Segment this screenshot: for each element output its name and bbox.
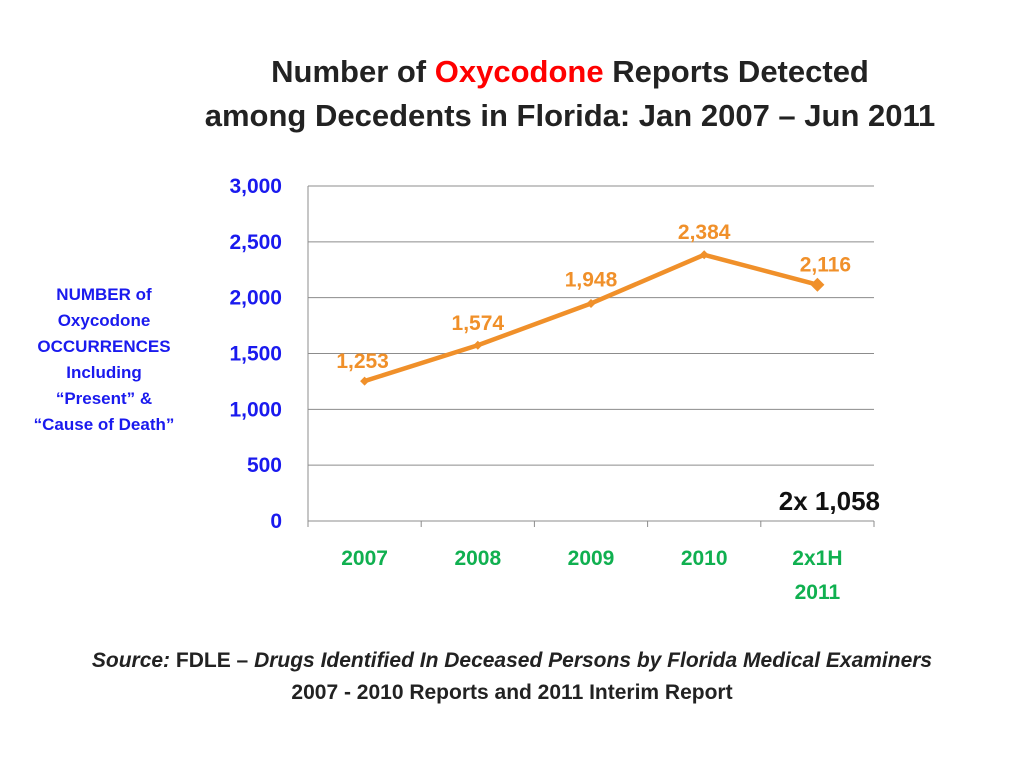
- source-title: Drugs Identified In Deceased Persons by …: [254, 649, 933, 672]
- title-prefix: Number of: [271, 54, 435, 89]
- x-tick-label: 2x1H 2011: [792, 547, 842, 604]
- data-labels: 1,253 1,574 1,948 2,384 2,116: [336, 221, 851, 373]
- y-tick-label: 2,500: [229, 231, 282, 254]
- source-label: Source:: [91, 649, 171, 672]
- y-tick-label: 1,000: [229, 398, 282, 421]
- x-tick-labels: 2007 2008 2009 2010 2x1H 2011: [341, 547, 842, 604]
- y-tick-label: 500: [247, 454, 282, 477]
- chart-title: Number of Oxycodone Reports Detected amo…: [140, 50, 1000, 138]
- data-point: [810, 277, 825, 292]
- source-org: FDLE –: [170, 649, 255, 672]
- gridlines: [308, 185, 874, 466]
- x-tick-label: 2007: [341, 547, 388, 570]
- x-tick-label: 2009: [568, 547, 615, 570]
- title-line-2: among Decedents in Florida: Jan 2007 – J…: [204, 98, 936, 133]
- axes: [307, 186, 875, 527]
- title-suffix: Reports Detected: [603, 54, 869, 89]
- source-line-2: 2007 - 2010 Reports and 2011 Interim Rep…: [291, 681, 733, 704]
- title-highlight-drug: Oxycodone: [434, 54, 604, 89]
- series-oxycodone: [360, 250, 825, 386]
- data-label: 2,384: [678, 221, 731, 244]
- data-label: 1,253: [336, 350, 389, 373]
- data-label: 2,116: [800, 254, 851, 277]
- annotation-2x-1h: 2x 1,058: [779, 486, 880, 516]
- data-label: 1,574: [452, 312, 505, 335]
- data-point: [586, 298, 596, 308]
- source-note: Source: FDLE – Drugs Identified In Decea…: [0, 645, 1024, 709]
- y-tick-label: 1,500: [229, 343, 282, 366]
- data-point: [699, 250, 709, 260]
- x-tick-label: 2010: [681, 547, 728, 570]
- y-tick-label: 3,000: [229, 175, 282, 198]
- data-label: 1,948: [565, 268, 618, 291]
- y-axis-label: NUMBER of Oxycodone OCCURRENCES Includin…: [33, 285, 175, 434]
- data-point: [473, 340, 483, 350]
- y-tick-labels: 0 500 1,000 1,500 2,000 2,500 3,000: [229, 175, 282, 533]
- y-tick-label: 0: [270, 510, 282, 533]
- x-tick-label: 2008: [454, 547, 501, 570]
- data-point: [360, 376, 370, 386]
- y-tick-label: 2,000: [229, 287, 282, 310]
